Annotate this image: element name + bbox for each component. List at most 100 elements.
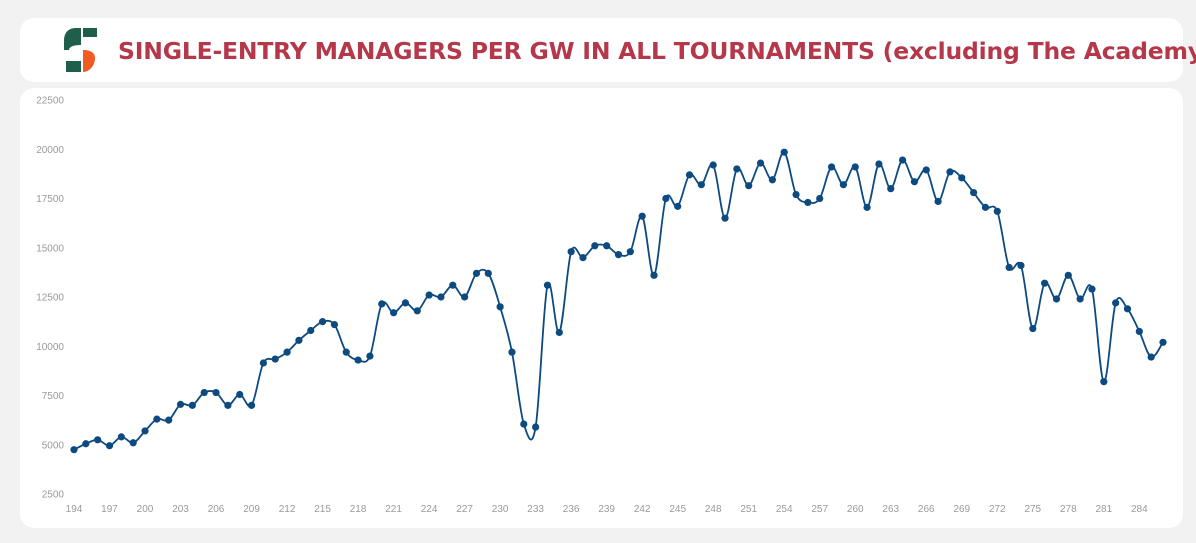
- data-point: [153, 415, 161, 423]
- data-point: [674, 202, 682, 210]
- data-point: [591, 242, 599, 250]
- data-point: [780, 148, 788, 156]
- line-chart: 2500 5000 7500 10000 12500 15000 17500 20000 225…: [36, 96, 1167, 515]
- data-point: [579, 254, 587, 262]
- data-point: [437, 293, 445, 301]
- data-point: [792, 190, 800, 199]
- x-tick-label: 281: [1095, 504, 1112, 515]
- header-card: SINGLE-ENTRY MANAGERS PER GW IN ALL TOUR…: [20, 18, 1196, 82]
- x-tick-label: 272: [989, 504, 1006, 515]
- data-point: [1159, 338, 1167, 346]
- data-point: [389, 309, 398, 317]
- data-point: [804, 198, 812, 207]
- x-tick-label: 215: [314, 504, 331, 515]
- data-point: [449, 281, 457, 289]
- x-tick-label: 233: [527, 504, 544, 515]
- data-point: [555, 328, 563, 337]
- data-point: [141, 427, 149, 435]
- x-tick-label: 224: [421, 504, 438, 515]
- data-point: [863, 203, 871, 211]
- data-point: [887, 185, 895, 193]
- data-point: [354, 356, 362, 364]
- data-point: [1076, 295, 1084, 303]
- data-point: [200, 388, 208, 397]
- data-point: [307, 326, 315, 335]
- data-point: [1029, 324, 1037, 333]
- data-point: [378, 300, 386, 308]
- data-point: [212, 388, 220, 397]
- data-point: [958, 174, 966, 182]
- data-point: [650, 271, 658, 279]
- data-point: [508, 348, 516, 356]
- data-point: [1135, 327, 1143, 336]
- x-tick-label: 239: [598, 504, 615, 515]
- data-point: [851, 163, 859, 171]
- y-tick-label: 10000: [36, 342, 64, 353]
- data-point: [827, 163, 836, 171]
- data-point: [129, 439, 137, 447]
- data-point: [224, 401, 232, 409]
- data-point: [176, 400, 185, 408]
- x-tick-label: 248: [705, 504, 722, 515]
- data-point: [1005, 263, 1013, 272]
- data-point: [247, 401, 256, 409]
- data-point: [259, 359, 267, 367]
- data-point: [768, 176, 776, 184]
- y-tick-label: 12500: [36, 293, 64, 304]
- x-tick-label: 257: [811, 504, 828, 515]
- data-point: [662, 194, 670, 203]
- series-line: [73, 151, 1164, 451]
- data-point: [756, 159, 765, 167]
- data-point: [721, 214, 729, 222]
- data-point: [981, 203, 990, 211]
- data-point: [922, 166, 930, 174]
- x-tick-label: 209: [243, 504, 260, 515]
- data-point: [520, 420, 528, 428]
- x-tick-label: 242: [634, 504, 651, 515]
- x-tick-label: 251: [740, 504, 757, 515]
- data-point: [543, 281, 552, 289]
- data-point: [638, 212, 646, 220]
- data-point: [165, 416, 173, 424]
- data-point: [993, 207, 1001, 215]
- data-point: [697, 181, 705, 189]
- x-tick-label: 275: [1024, 504, 1041, 515]
- data-point: [425, 291, 433, 299]
- data-point: [934, 197, 942, 206]
- y-tick-label: 15000: [36, 243, 64, 254]
- data-point: [330, 320, 339, 329]
- data-point: [567, 248, 575, 256]
- data-point: [461, 293, 469, 301]
- x-tick-label: 203: [172, 504, 189, 515]
- y-tick-label: 7500: [42, 391, 65, 402]
- y-tick-label: 20000: [36, 145, 64, 156]
- y-tick-label: 17500: [36, 194, 64, 205]
- data-point: [117, 433, 125, 441]
- data-point: [1123, 305, 1132, 313]
- data-point: [875, 160, 883, 168]
- x-tick-label: 218: [350, 504, 367, 515]
- data-point: [105, 442, 114, 450]
- data-point: [496, 303, 504, 311]
- data-point: [1088, 285, 1096, 293]
- data-point: [318, 318, 327, 326]
- x-tick-label: 227: [456, 504, 473, 515]
- data-point: [401, 299, 410, 307]
- data-point: [1064, 271, 1072, 279]
- data-point: [82, 440, 90, 448]
- chart-card: 2500 5000 7500 10000 12500 15000 17500 20000 225…: [20, 88, 1183, 528]
- x-tick-label: 245: [669, 504, 686, 515]
- data-point: [603, 242, 611, 250]
- x-tick-label: 206: [208, 504, 225, 515]
- x-tick-label: 230: [492, 504, 509, 515]
- data-point: [236, 390, 244, 399]
- x-tick-label: 221: [385, 504, 402, 515]
- x-tick-label: 212: [279, 504, 296, 515]
- data-point: [1100, 378, 1108, 386]
- x-tick-label: 197: [101, 504, 118, 515]
- data-point: [472, 269, 481, 277]
- x-tick-label: 269: [953, 504, 970, 515]
- data-point: [283, 348, 291, 356]
- x-tick-label: 263: [882, 504, 899, 515]
- x-tick-label: 278: [1060, 504, 1077, 515]
